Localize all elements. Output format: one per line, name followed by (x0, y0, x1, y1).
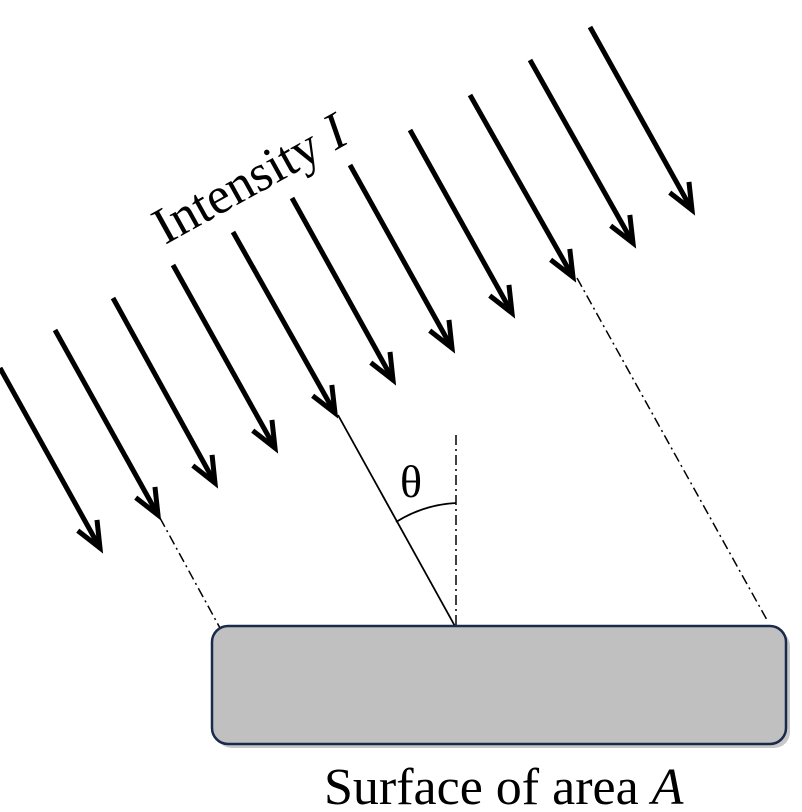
angle-arc (395, 502, 457, 523)
arrow-down-right-icon (609, 214, 637, 249)
ray-shaft-10 (527, 58, 636, 245)
surface-caption-text: Surface of area (324, 759, 652, 812)
arrow-down-right-icon (76, 519, 104, 554)
intensity-label: Intensity I (143, 101, 359, 255)
arrow-down-right-icon (428, 319, 456, 354)
ray-shaft-2 (52, 328, 161, 517)
arrow-down-right-icon (311, 384, 339, 419)
surface-rectangle (210, 624, 788, 746)
arrow-down-right-icon (134, 486, 162, 521)
arrow-down-right-icon (191, 454, 219, 489)
arrow-down-right-icon (488, 284, 516, 319)
arrow-down-right-icon (668, 181, 696, 216)
ray-shaft-3 (110, 296, 218, 485)
surface-area-symbol: A (649, 759, 684, 812)
arrow-down-right-icon (251, 419, 279, 454)
ray-shaft-1 (0, 366, 103, 550)
incident-rays (0, 25, 696, 554)
surface-caption: Surface of area A (324, 759, 684, 812)
arrow-down-right-icon (369, 351, 397, 386)
angle-label: θ (400, 456, 422, 507)
ray-shaft-4 (170, 263, 278, 450)
ray-shaft-7 (347, 163, 455, 350)
arrow-down-right-icon (549, 248, 577, 283)
ray-shaft-9 (467, 93, 576, 279)
ray-shaft-6 (289, 196, 396, 382)
right-projection-line (576, 277, 768, 621)
ray-shaft-5 (230, 230, 338, 415)
ray-shaft-11 (587, 25, 695, 212)
left-projection-line (159, 517, 221, 629)
ray-shaft-8 (407, 128, 515, 315)
